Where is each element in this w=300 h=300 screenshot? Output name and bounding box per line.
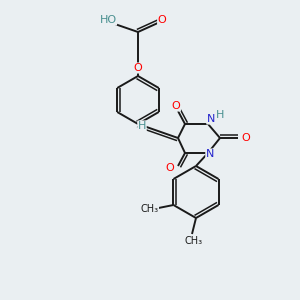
Text: CH₃: CH₃ [185,236,203,246]
Text: H: H [216,110,224,120]
Text: O: O [158,15,166,25]
Text: HO: HO [99,15,117,25]
Text: O: O [134,63,142,73]
Text: N: N [206,149,214,159]
Text: H: H [138,121,146,131]
Text: CH₃: CH₃ [140,204,158,214]
Text: O: O [242,133,250,143]
Text: N: N [207,114,215,124]
Text: O: O [166,163,174,173]
Text: O: O [172,101,180,111]
